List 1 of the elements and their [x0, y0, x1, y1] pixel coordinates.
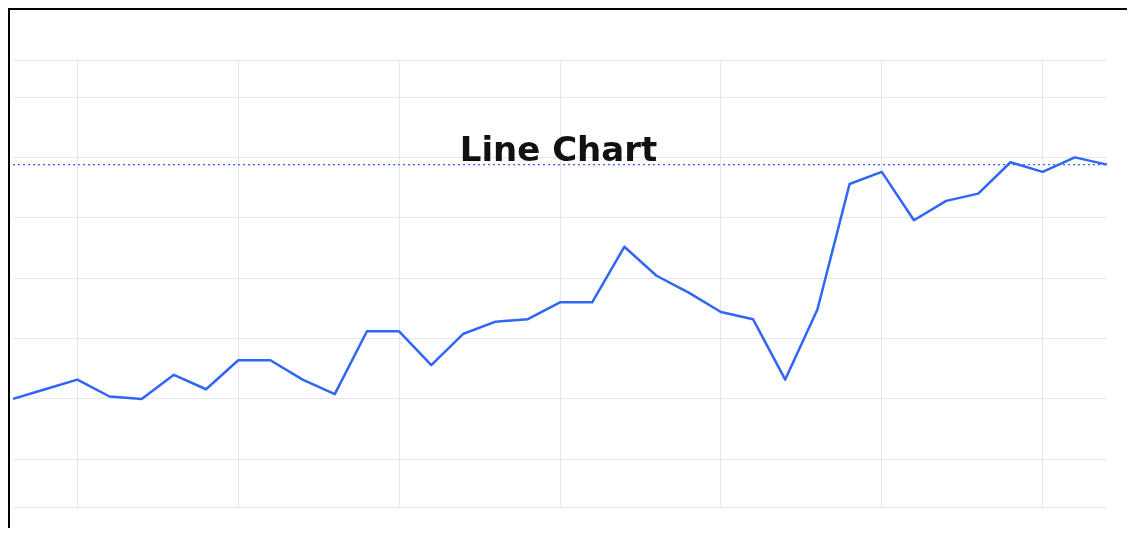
chart-title: Line Chart: [459, 129, 658, 170]
